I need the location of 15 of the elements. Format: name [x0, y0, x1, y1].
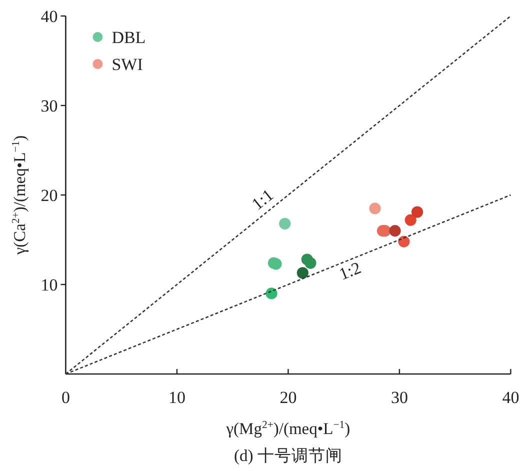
legend-label: DBL	[112, 28, 146, 47]
y-tick-label: 10	[40, 276, 58, 294]
x-tick-label: 30	[390, 388, 408, 407]
y-tick-label: 30	[40, 96, 58, 116]
y-tick-label: 40	[40, 7, 58, 26]
y-tick-label: 20	[40, 186, 58, 205]
x-tick-label: 10	[168, 388, 186, 407]
x-axis-title: γ(Mg$^{2+}$)/(meq•L$^{−1}$)	[225, 419, 350, 438]
x-tick-label: 0	[61, 388, 70, 407]
x-tick-label: 40	[502, 388, 520, 407]
text: 1:2	[336, 258, 364, 284]
text: (d) 十号调节闸	[234, 446, 342, 465]
text: 1:1	[248, 185, 277, 214]
legend-label: SWI	[112, 55, 144, 74]
x-tick-label: 20	[280, 388, 297, 407]
